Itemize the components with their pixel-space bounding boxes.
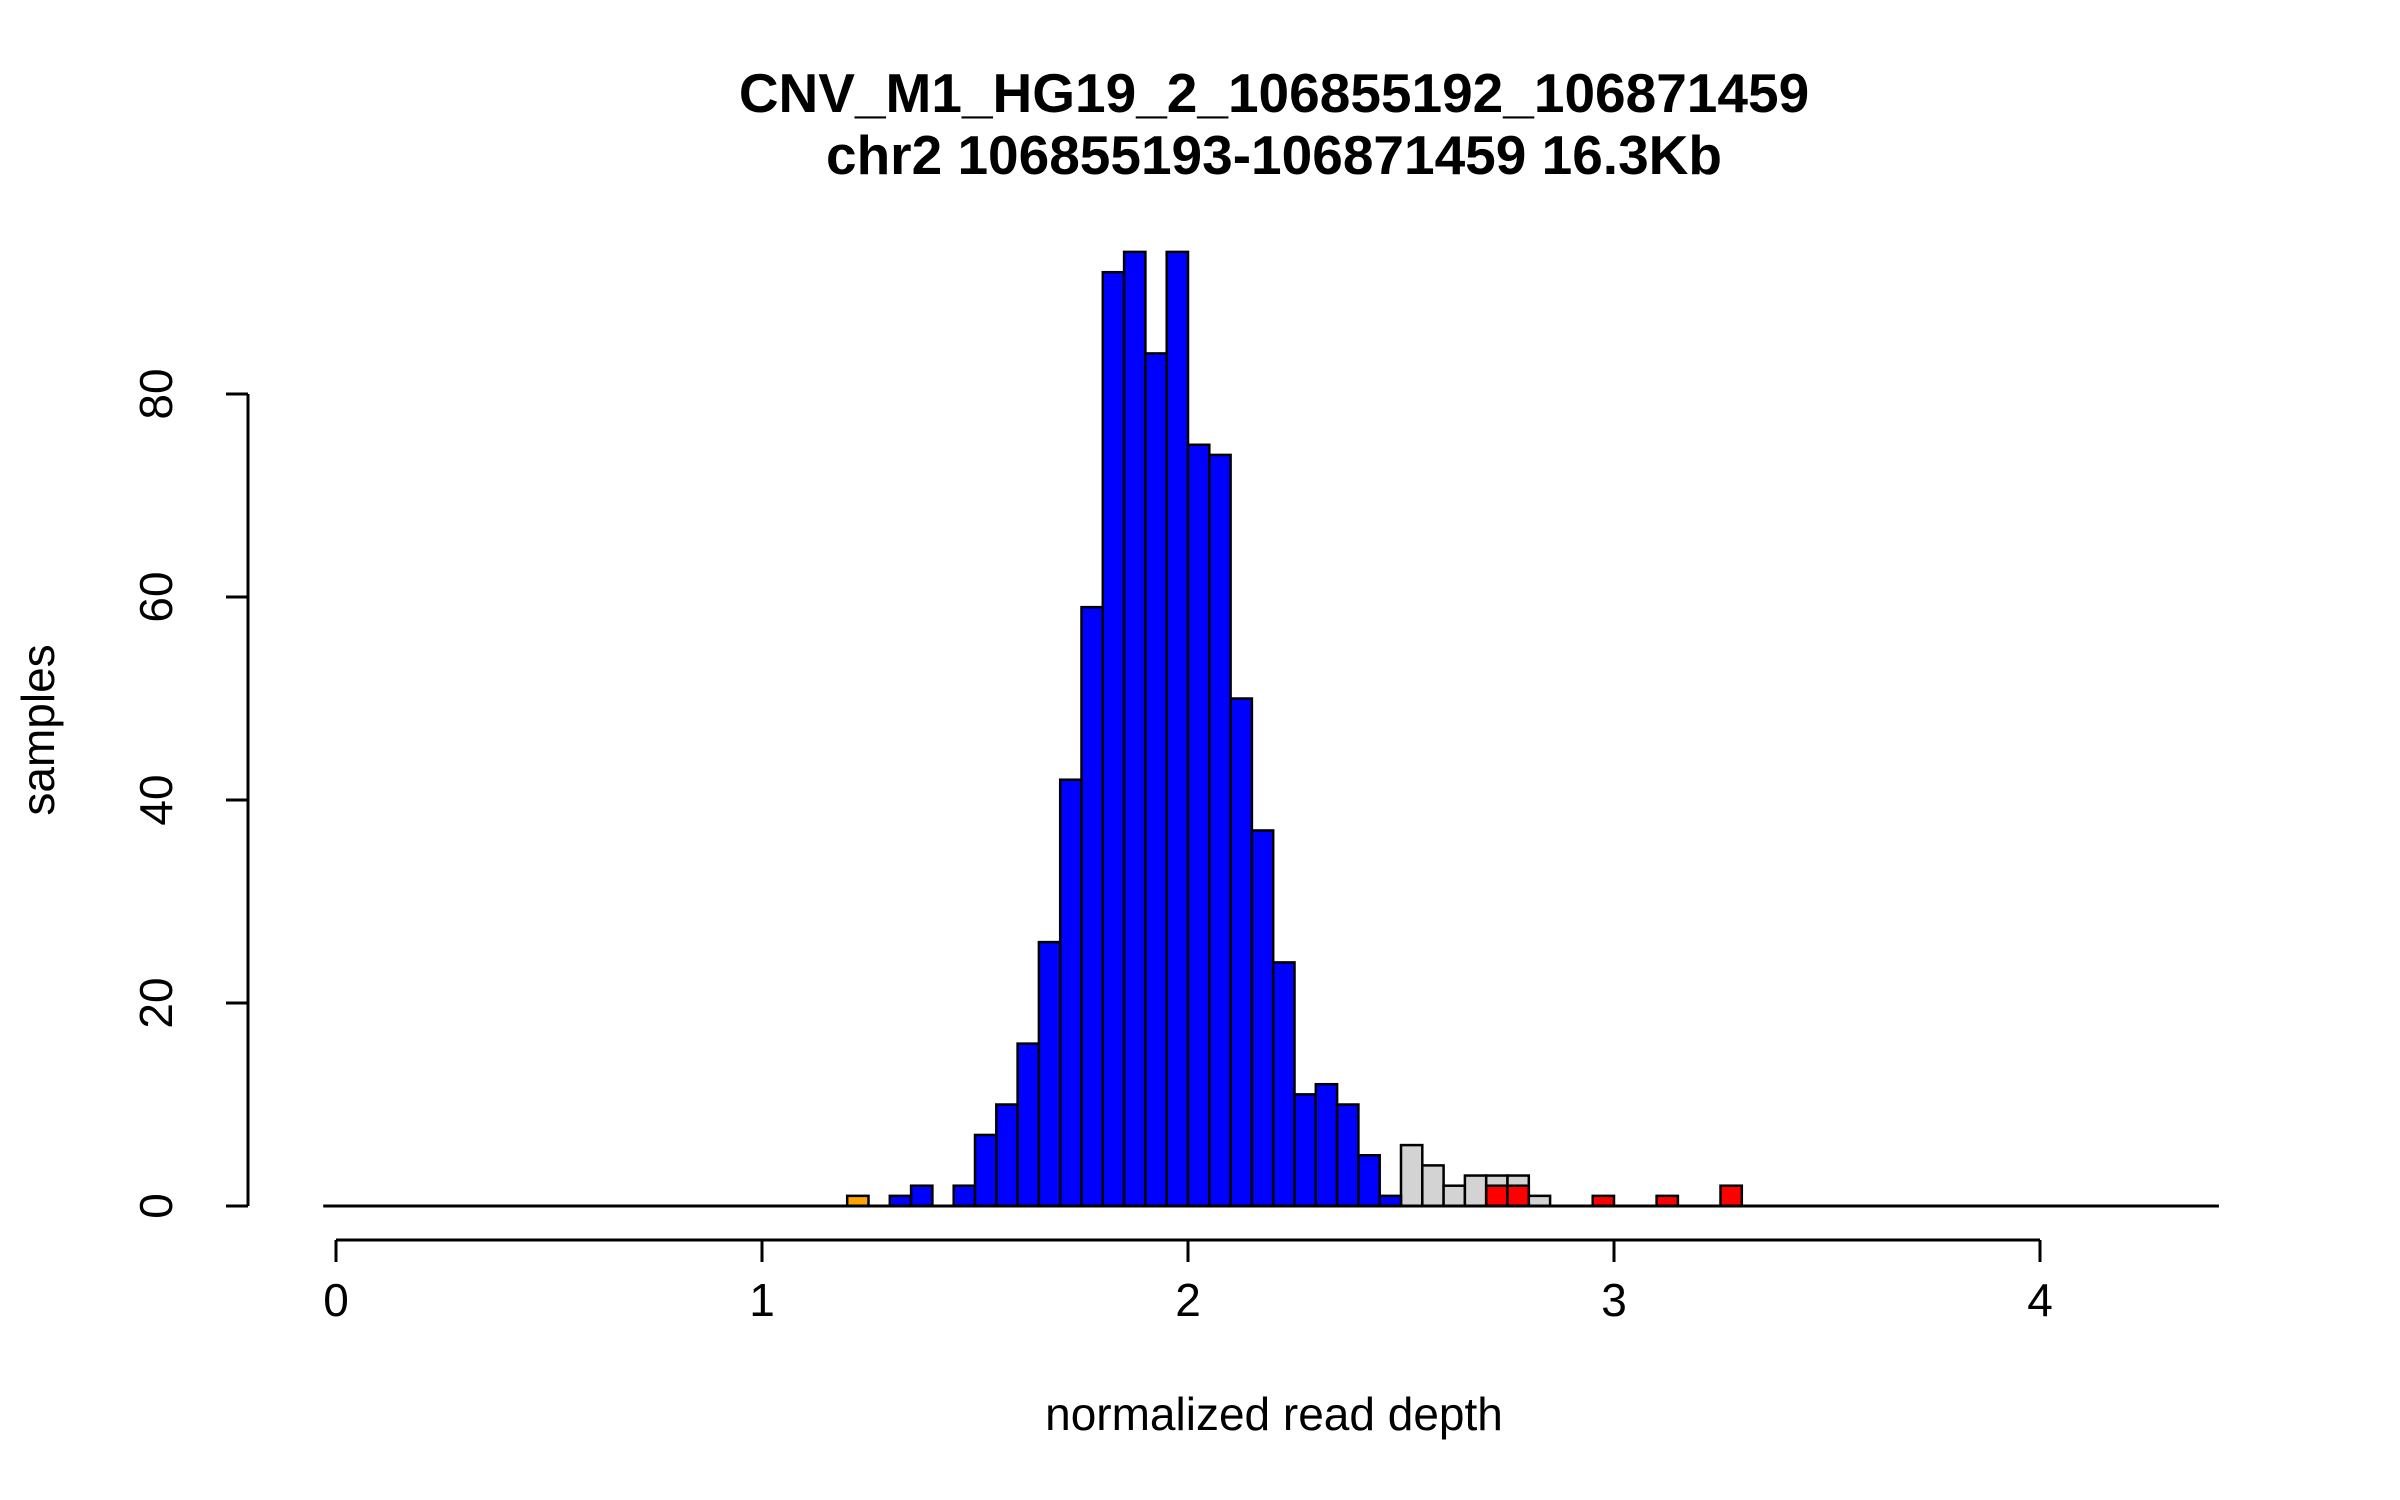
y-axis-label: samples — [12, 644, 64, 815]
histogram-bar-blue — [909, 1184, 934, 1208]
histogram-bar-blue — [1229, 697, 1254, 1208]
histogram-bar-blue — [888, 1194, 913, 1208]
x-axis: 0 1 2 3 4 — [323, 1238, 2053, 1326]
histogram-bar-blue — [1293, 1093, 1318, 1208]
histogram-bar-blue — [1357, 1154, 1381, 1208]
histogram-bar-gray — [1442, 1184, 1467, 1208]
histogram-bar-gray — [1527, 1194, 1552, 1208]
histogram-bar-blue — [973, 1133, 998, 1208]
y-tick-label: 0 — [130, 1193, 182, 1219]
histogram-bar-blue — [1058, 778, 1083, 1208]
histogram-bar-blue — [1016, 1042, 1041, 1208]
x-tick-label: 2 — [1175, 1274, 1201, 1326]
histogram-bar-red — [1719, 1184, 1744, 1208]
y-axis: 0 20 40 60 80 — [130, 368, 250, 1219]
histogram-bar-blue — [1165, 250, 1190, 1208]
histogram-bar-blue — [1335, 1103, 1360, 1208]
y-tick-label: 80 — [130, 368, 182, 419]
x-tick-label: 1 — [749, 1274, 775, 1326]
histogram-bar-red — [1591, 1194, 1616, 1208]
x-tick-label: 4 — [2027, 1274, 2053, 1326]
histogram-bar-blue — [1144, 352, 1168, 1208]
histogram-bar-blue — [1271, 961, 1296, 1208]
histogram-bar-blue — [1250, 829, 1275, 1208]
y-tick-label: 20 — [130, 977, 182, 1028]
histogram-bar-blue — [1208, 453, 1232, 1208]
histogram-bar-blue — [1378, 1194, 1403, 1208]
histogram-bar-red — [1484, 1184, 1509, 1208]
histogram-bar-blue — [952, 1184, 977, 1208]
chart-title: CNV_M1_HG19_2_106855192_106871459 — [739, 62, 1809, 124]
histogram-bar-red — [1655, 1194, 1680, 1208]
histogram-bar-orange — [845, 1194, 870, 1208]
y-tick-label: 40 — [130, 774, 182, 825]
histogram-bar-gray — [1463, 1174, 1488, 1208]
chart-subtitle: chr2 106855193-106871459 16.3Kb — [826, 124, 1722, 186]
histogram-bar-gray — [1421, 1164, 1445, 1208]
histogram-bar-blue — [1101, 270, 1126, 1208]
y-tick-label: 60 — [130, 571, 182, 622]
histogram-bar-blue — [1314, 1082, 1339, 1208]
x-tick-label: 0 — [323, 1274, 349, 1326]
x-tick-label: 3 — [1601, 1274, 1627, 1326]
histogram-bar-blue — [995, 1103, 1019, 1208]
histogram-bar-blue — [1037, 940, 1062, 1208]
histogram-bar-blue — [1080, 605, 1105, 1208]
x-axis-label: normalized read depth — [1045, 1388, 1503, 1440]
histogram-bar-blue — [1186, 443, 1211, 1208]
histogram-bar-blue — [1122, 250, 1147, 1208]
histogram-bar-red — [1506, 1184, 1531, 1208]
histogram-bar-gray — [1399, 1143, 1424, 1208]
